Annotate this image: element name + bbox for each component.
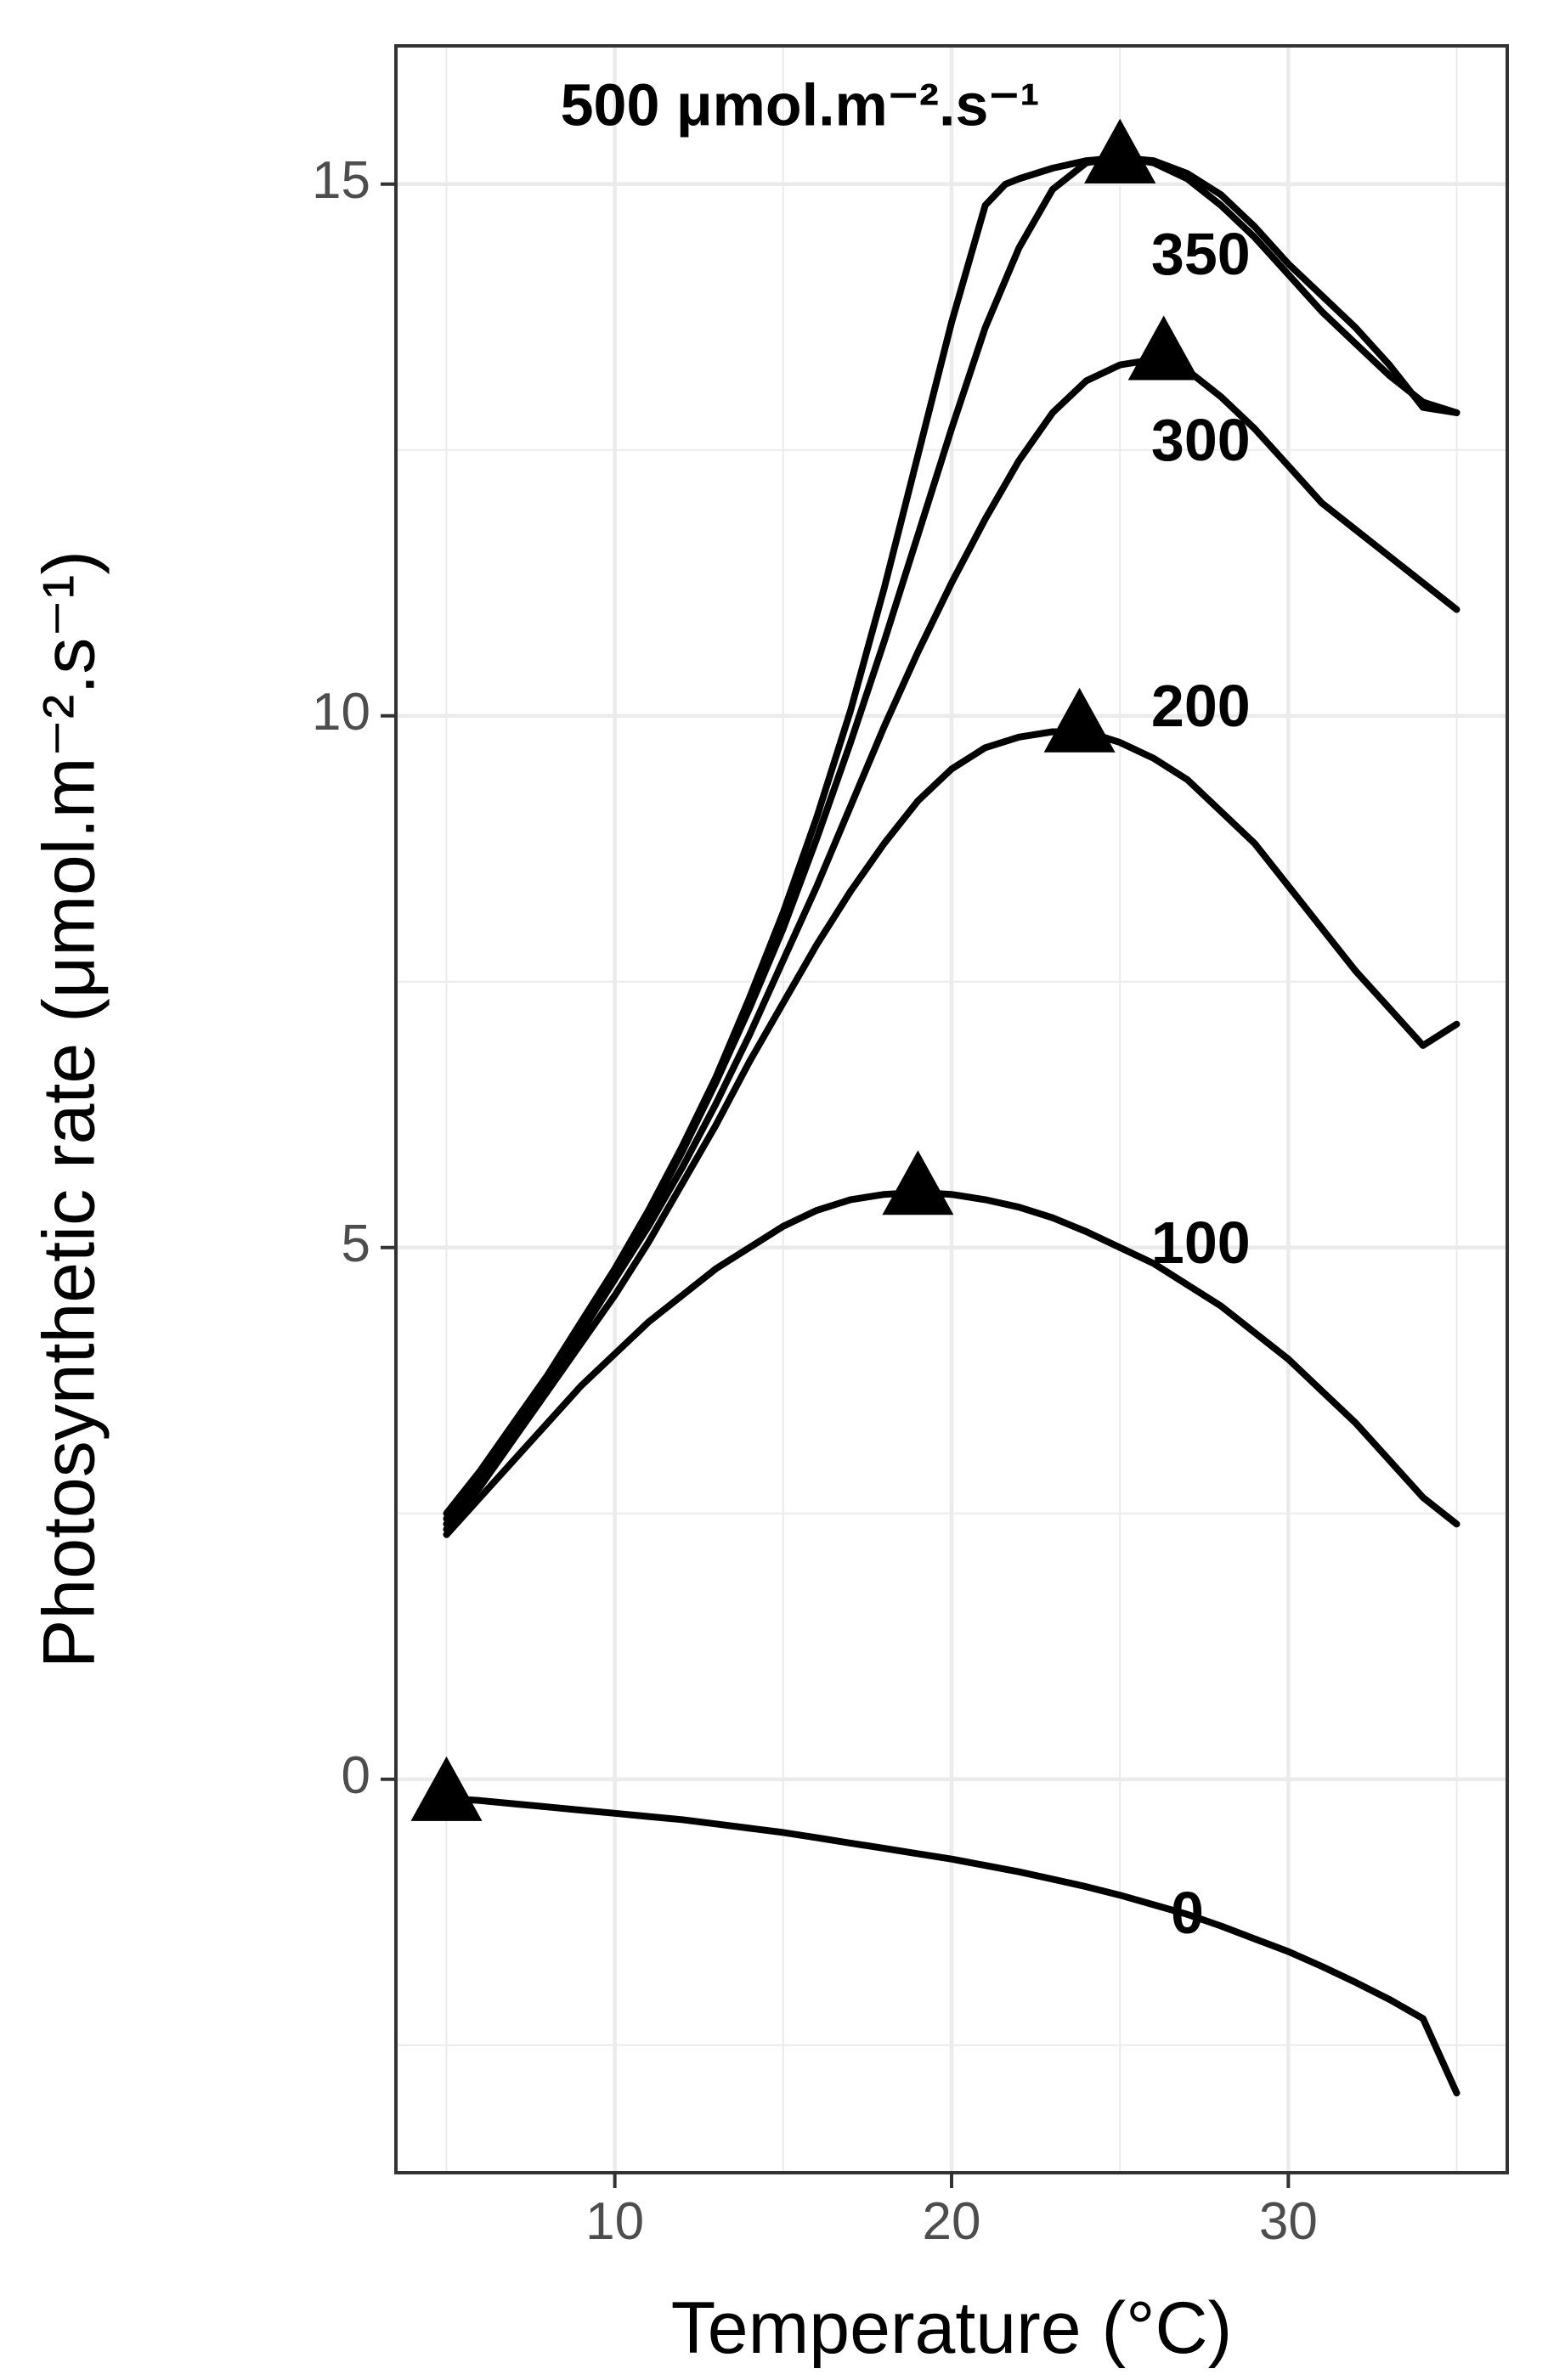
curve-label-4: 100 xyxy=(1151,1210,1251,1276)
peak-marker-1 xyxy=(1084,118,1156,183)
y-axis-title: Photosynthetic rate (μmol.m⁻².s⁻¹) xyxy=(29,550,110,1668)
y-tick-label: 10 xyxy=(312,683,370,742)
y-tick-label: 5 xyxy=(342,1215,370,1273)
curve-label-2: 300 xyxy=(1151,407,1251,473)
grid-major-lines xyxy=(396,46,1507,2173)
series-line-4 xyxy=(443,1188,1460,1538)
x-tick-label: 30 xyxy=(1259,2192,1318,2251)
peak-marker-3 xyxy=(1043,687,1116,753)
y-tick-label: 0 xyxy=(342,1746,370,1805)
series-line-5 xyxy=(443,1795,1460,2097)
curve-label-5: 0 xyxy=(1171,1880,1204,1946)
peak-marker-4 xyxy=(882,1150,954,1215)
x-tick-label: 10 xyxy=(585,2192,644,2251)
peak-marker-5 xyxy=(410,1756,483,1821)
curve-label-0: 500 μmol.m⁻².s⁻¹ xyxy=(561,72,1040,138)
curve-label-3: 200 xyxy=(1151,673,1251,739)
series-line-2 xyxy=(443,356,1460,1528)
curve-label-1: 350 xyxy=(1151,221,1251,287)
curve-labels: 500 μmol.m⁻².s⁻¹ 350 300 200 100 0 xyxy=(561,72,1251,1946)
peak-marker-2 xyxy=(1127,315,1200,381)
grid-minor-lines xyxy=(396,46,1507,2173)
series-layer xyxy=(443,154,1460,2097)
x-axis-title: Temperature (°C) xyxy=(671,2287,1232,2369)
series-line-3 xyxy=(443,728,1460,1533)
axis-ticks xyxy=(381,182,1291,2188)
peak-markers xyxy=(410,118,1200,1821)
x-tick-label: 20 xyxy=(923,2192,981,2251)
y-tick-label: 15 xyxy=(312,151,370,210)
